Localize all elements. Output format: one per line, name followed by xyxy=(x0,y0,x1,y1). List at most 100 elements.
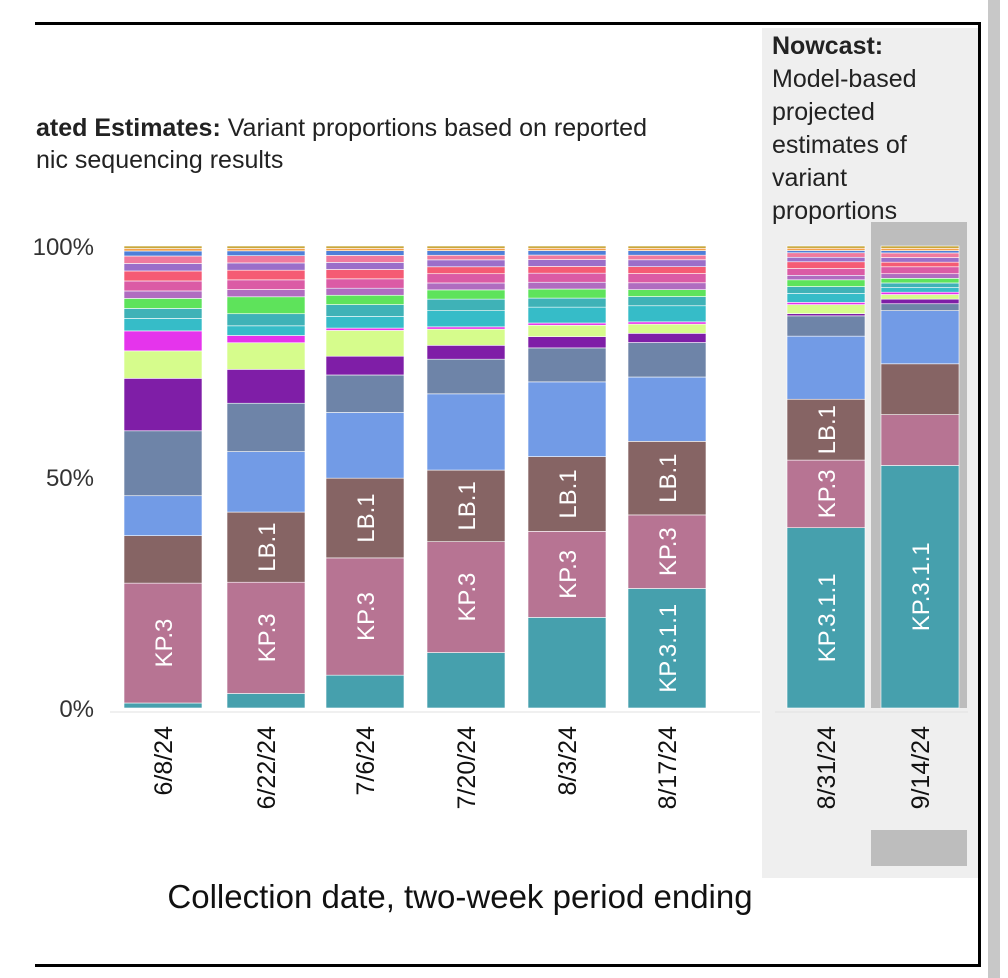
vertical-scrollbar[interactable] xyxy=(988,0,1000,978)
bar-segment[interactable] xyxy=(325,557,405,676)
bar-segment[interactable] xyxy=(426,254,506,261)
bar-segment[interactable] xyxy=(786,256,866,263)
bar-segment[interactable] xyxy=(123,582,203,704)
bar-segment[interactable] xyxy=(325,330,405,357)
bar-segment[interactable] xyxy=(627,376,707,442)
bar-segment[interactable] xyxy=(880,303,960,311)
bar-segment[interactable] xyxy=(325,255,405,263)
bar-segment[interactable] xyxy=(325,250,405,256)
bar-segment[interactable] xyxy=(527,322,607,326)
bar-segment[interactable] xyxy=(426,245,506,249)
bar-segment[interactable] xyxy=(226,402,306,452)
bar-segment[interactable] xyxy=(123,263,203,272)
bar-segment[interactable] xyxy=(786,459,866,529)
bar-segment[interactable] xyxy=(627,250,707,256)
bar-segment[interactable] xyxy=(426,328,506,346)
bar-segment[interactable] xyxy=(527,254,607,260)
bar-segment[interactable] xyxy=(627,441,707,516)
bar-segment[interactable] xyxy=(527,306,607,324)
bar-segment[interactable] xyxy=(527,266,607,274)
bar-segment[interactable] xyxy=(123,318,203,332)
bar-segment[interactable] xyxy=(786,247,866,251)
bar-segment[interactable] xyxy=(627,296,707,307)
bar-segment[interactable] xyxy=(880,465,960,709)
bar-segment[interactable] xyxy=(426,298,506,311)
bar-segment[interactable] xyxy=(786,252,866,258)
bar-segment[interactable] xyxy=(123,308,203,319)
bar-segment[interactable] xyxy=(880,291,960,295)
bar-segment[interactable] xyxy=(880,250,960,254)
bar-segment[interactable] xyxy=(426,266,506,275)
bar-segment[interactable] xyxy=(123,255,203,264)
bar-segment[interactable] xyxy=(527,288,607,299)
bar-segment[interactable] xyxy=(226,342,306,370)
bar-segment[interactable] xyxy=(426,273,506,284)
bar-segment[interactable] xyxy=(226,250,306,256)
bar-segment[interactable] xyxy=(527,281,607,290)
bar-segment[interactable] xyxy=(627,588,707,709)
bar-segment[interactable] xyxy=(123,495,203,536)
bar-segment[interactable] xyxy=(527,617,607,709)
bar-segment[interactable] xyxy=(325,262,405,270)
bar-segment[interactable] xyxy=(226,451,306,513)
bar-segment[interactable] xyxy=(880,257,960,263)
bar-segment[interactable] xyxy=(123,290,203,299)
bar-segment[interactable] xyxy=(527,336,607,349)
bar-segment[interactable] xyxy=(627,333,707,343)
bar-segment[interactable] xyxy=(226,279,306,290)
bar-segment[interactable] xyxy=(123,248,203,252)
bar-segment[interactable] xyxy=(880,266,960,275)
bar-segment[interactable] xyxy=(880,261,960,268)
bar-segment[interactable] xyxy=(426,358,506,395)
bar-segment[interactable] xyxy=(786,250,866,254)
bar-segment[interactable] xyxy=(786,527,866,709)
bar-segment[interactable] xyxy=(627,266,707,274)
bar-segment[interactable] xyxy=(123,298,203,309)
bar-segment[interactable] xyxy=(426,282,506,291)
bar-segment[interactable] xyxy=(325,674,405,709)
bar-segment[interactable] xyxy=(527,324,607,337)
bar-segment[interactable] xyxy=(226,693,306,709)
bar-segment[interactable] xyxy=(123,378,203,432)
bar-segment[interactable] xyxy=(325,316,405,329)
bar-segment[interactable] xyxy=(880,414,960,466)
bar-segment[interactable] xyxy=(123,350,203,379)
bar-segment[interactable] xyxy=(426,289,506,300)
bar-segment[interactable] xyxy=(426,541,506,653)
bar-segment[interactable] xyxy=(226,255,306,264)
bar-segment[interactable] xyxy=(627,259,707,267)
bar-segment[interactable] xyxy=(123,250,203,257)
bar-segment[interactable] xyxy=(226,262,306,271)
bar-segment[interactable] xyxy=(226,245,306,249)
bar-segment[interactable] xyxy=(426,345,506,360)
bar-segment[interactable] xyxy=(123,245,203,249)
bar-segment[interactable] xyxy=(325,248,405,251)
bar-segment[interactable] xyxy=(880,282,960,288)
bar-segment[interactable] xyxy=(627,514,707,589)
bar-segment[interactable] xyxy=(123,430,203,497)
bar-segment[interactable] xyxy=(325,412,405,479)
bar-segment[interactable] xyxy=(880,252,960,258)
bar-segment[interactable] xyxy=(786,304,866,314)
bar-segment[interactable] xyxy=(226,248,306,252)
bar-segment[interactable] xyxy=(627,323,707,334)
bar-segment[interactable] xyxy=(527,531,607,618)
bar-segment[interactable] xyxy=(426,248,506,251)
bar-segment[interactable] xyxy=(325,327,405,331)
bar-segment[interactable] xyxy=(627,254,707,261)
bar-segment[interactable] xyxy=(426,469,506,542)
bar-segment[interactable] xyxy=(123,330,203,352)
bar-segment[interactable] xyxy=(527,245,607,249)
bar-segment[interactable] xyxy=(325,374,405,413)
bar-segment[interactable] xyxy=(786,302,866,305)
bar-segment[interactable] xyxy=(226,296,306,315)
bar-segment[interactable] xyxy=(627,305,707,323)
bar-segment[interactable] xyxy=(786,245,866,249)
bar-segment[interactable] xyxy=(426,250,506,256)
bar-segment[interactable] xyxy=(527,456,607,532)
bar-segment[interactable] xyxy=(226,269,306,281)
bar-segment[interactable] xyxy=(627,282,707,290)
bar-segment[interactable] xyxy=(786,279,866,287)
bar-segment[interactable] xyxy=(627,273,707,284)
bar-segment[interactable] xyxy=(786,315,866,337)
